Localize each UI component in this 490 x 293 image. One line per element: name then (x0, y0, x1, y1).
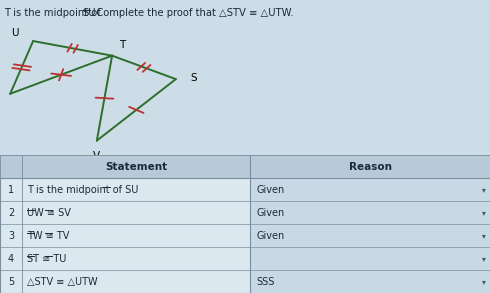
Text: T is the midpoint of: T is the midpoint of (4, 8, 104, 18)
Text: 5: 5 (8, 277, 14, 287)
Text: SSS: SSS (256, 277, 274, 287)
Text: ▾: ▾ (482, 277, 486, 286)
Bar (250, 178, 490, 201)
Text: U: U (12, 28, 19, 38)
Bar (0, 155, 490, 178)
Text: . Complete the proof that △STV ≡ △UTW.: . Complete the proof that △STV ≡ △UTW. (90, 8, 294, 18)
Text: ▾: ▾ (482, 231, 486, 240)
Text: ▾: ▾ (482, 185, 486, 194)
Text: ▾: ▾ (482, 254, 486, 263)
Text: Given: Given (256, 185, 284, 195)
Text: T is the midpoint of SU: T is the midpoint of SU (27, 185, 138, 195)
Text: Statement: Statement (105, 162, 167, 172)
Text: SU: SU (83, 8, 96, 18)
Text: △STV ≡ △UTW: △STV ≡ △UTW (27, 277, 98, 287)
Bar (250, 155, 490, 293)
Bar (250, 201, 490, 224)
Text: 1: 1 (8, 185, 14, 195)
Text: S: S (190, 73, 197, 83)
Text: ▾: ▾ (482, 208, 486, 217)
Text: Reason: Reason (348, 162, 392, 172)
Text: 3: 3 (8, 231, 14, 241)
Text: 4: 4 (8, 253, 14, 264)
Bar (250, 270, 490, 293)
Text: Given: Given (256, 231, 284, 241)
Text: V: V (93, 151, 100, 161)
Text: UW ≅ SV: UW ≅ SV (27, 208, 71, 218)
Text: 2: 2 (8, 208, 14, 218)
Text: ST ≅ TU: ST ≅ TU (27, 253, 66, 264)
Bar (250, 155, 490, 178)
Bar (250, 224, 490, 247)
Text: Given: Given (256, 208, 284, 218)
Bar (250, 247, 490, 270)
Text: TW ≅ TV: TW ≅ TV (27, 231, 70, 241)
Text: T: T (119, 40, 125, 50)
